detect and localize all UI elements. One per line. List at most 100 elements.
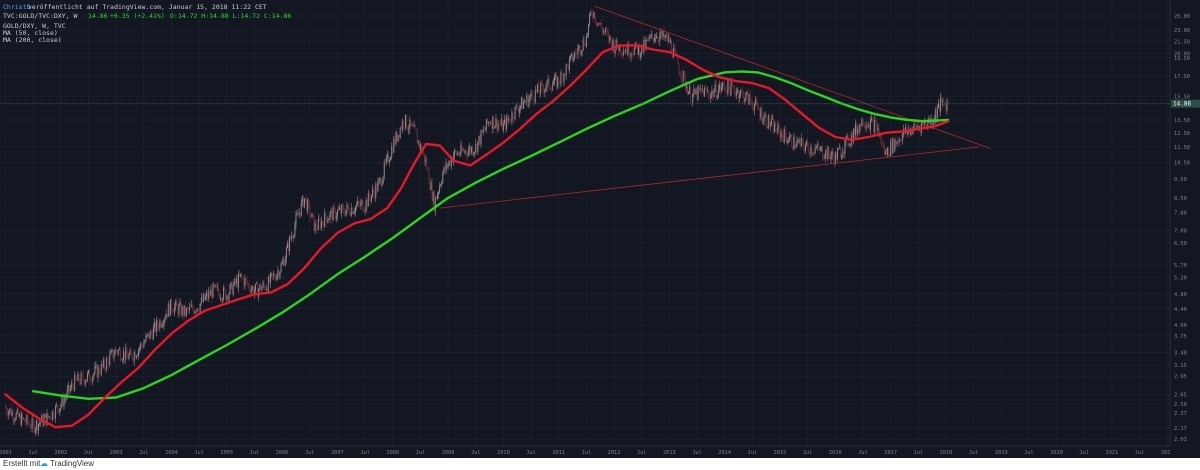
price-candle	[379, 177, 381, 181]
price-candle	[176, 300, 178, 306]
price-candle	[832, 151, 834, 157]
price-candle	[508, 118, 510, 121]
price-candle	[312, 213, 314, 216]
price-candle	[72, 383, 74, 387]
price-candle	[402, 121, 404, 127]
legend-instrument[interactable]: GOLD/DXY, W, TVC	[3, 22, 66, 30]
price-candle	[769, 124, 771, 127]
price-candle	[472, 147, 474, 155]
price-candle	[28, 422, 30, 425]
price-candle	[56, 405, 58, 406]
price-candle	[715, 84, 717, 99]
price-candle	[263, 282, 265, 286]
price-candle	[80, 373, 82, 384]
price-candle	[760, 108, 762, 118]
price-candle	[794, 136, 796, 148]
price-candle	[824, 158, 826, 159]
series-lines[interactable]	[0, 5, 1170, 429]
price-candle	[780, 132, 782, 138]
price-candle	[9, 408, 11, 412]
price-candle	[705, 88, 707, 89]
price-candle	[383, 162, 385, 177]
price-candle	[801, 138, 803, 141]
price-candle	[636, 46, 638, 55]
trendline-upper[interactable]	[594, 5, 991, 149]
price-candle	[353, 211, 355, 213]
price-candle	[293, 235, 295, 237]
price-candle	[315, 223, 317, 230]
price-candle	[912, 129, 914, 135]
price-candle	[448, 160, 450, 165]
price-candle	[870, 118, 872, 120]
price-candle	[81, 373, 83, 374]
price-candle	[483, 129, 485, 131]
price-candle	[90, 379, 92, 381]
price-candle	[138, 349, 140, 356]
price-candle	[809, 151, 811, 155]
price-candle	[273, 274, 275, 276]
price-candle	[411, 124, 413, 126]
price-candle	[910, 128, 912, 136]
price-candle	[551, 85, 553, 91]
price-candle	[282, 259, 284, 264]
legend-ma50[interactable]: MA (50, close)	[3, 29, 58, 37]
price-candle	[612, 40, 614, 50]
y-tick-label: 2.65	[1174, 392, 1187, 398]
price-candle	[501, 118, 503, 131]
publisher-name[interactable]: ChristD	[3, 3, 30, 11]
price-candle	[266, 288, 268, 292]
price-candle	[162, 324, 164, 326]
tradingview-logo-icon[interactable]: ☁	[40, 459, 48, 468]
ma200-line[interactable]	[32, 70, 950, 400]
price-candle	[461, 145, 463, 151]
price-candle	[875, 119, 877, 122]
price-candle	[473, 153, 475, 155]
price-candle	[582, 39, 584, 50]
price-candle	[222, 298, 224, 301]
x-axis[interactable]: 2001 Jul 2002 Jul 2003 Jul 2004 Jul 2005 Jul 2006 J…	[0, 445, 1200, 458]
price-candle	[329, 212, 331, 219]
price-candle	[934, 110, 936, 120]
price-candle	[443, 167, 445, 174]
price-candle	[30, 427, 32, 429]
price-candle	[773, 118, 775, 133]
price-candle	[805, 145, 807, 151]
price-candle	[751, 101, 753, 108]
trendline-lower[interactable]	[439, 146, 980, 209]
price-candle	[158, 326, 160, 329]
price-candle	[602, 30, 604, 33]
price-candle	[220, 298, 222, 301]
x-tick-label: 2022	[1161, 450, 1174, 456]
price-candle	[389, 160, 391, 163]
tradingview-brand[interactable]: TradingView	[50, 459, 95, 468]
price-candle	[225, 289, 227, 300]
price-candle	[275, 277, 277, 281]
price-candle	[913, 123, 915, 130]
price-candle	[40, 422, 42, 423]
price-candle	[84, 381, 86, 385]
price-candle	[272, 273, 274, 276]
price-candle	[31, 418, 33, 429]
price-candle	[572, 53, 574, 62]
price-candle	[915, 125, 917, 128]
legend-ma200[interactable]: MA (200, close)	[3, 36, 62, 44]
price-candle	[286, 242, 288, 249]
ma50-line[interactable]	[4, 44, 950, 429]
price-candle	[343, 206, 345, 213]
price-candle	[361, 200, 363, 203]
price-candle	[894, 139, 896, 151]
price-candle	[568, 58, 570, 70]
price-candle	[678, 64, 680, 74]
x-tick-label: 2021	[1106, 450, 1119, 456]
x-tick-label: Jul	[692, 450, 702, 456]
price-candle	[900, 140, 902, 142]
price-candle	[651, 33, 653, 38]
price-candle	[701, 89, 703, 91]
price-candle	[431, 182, 433, 201]
price-candle	[924, 122, 926, 125]
price-candle	[883, 144, 885, 155]
price-candle	[876, 121, 878, 130]
price-candle	[44, 414, 46, 418]
price-candle	[197, 308, 199, 311]
